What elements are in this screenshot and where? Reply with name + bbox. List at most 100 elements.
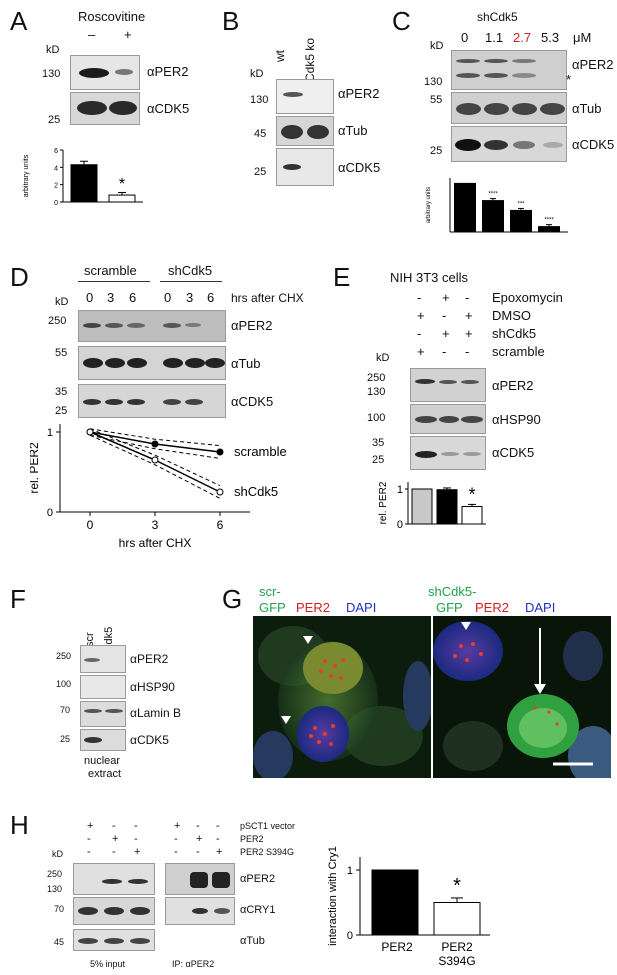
western-blot-cdk5 <box>410 436 486 470</box>
antibody-cdk5: αCDK5 <box>572 137 615 152</box>
western-blot-per2-input <box>73 863 155 895</box>
condition-label: hrs after CHX <box>231 291 304 305</box>
panel-a-bar-chart: 0 2 4 6 arbitrary units * <box>23 148 143 207</box>
transfection-sign: - <box>87 846 91 858</box>
antibody-cdk5: αCDK5 <box>492 445 535 460</box>
panel-e-bar-chart: 0 1 rel. PER2 * <box>378 481 486 531</box>
time-label: 3 <box>186 290 194 305</box>
data-point <box>216 448 224 456</box>
transfection-sign: + <box>134 846 141 858</box>
significance-label: **** <box>544 218 554 224</box>
antibody-tub: αTub <box>572 101 602 116</box>
western-blot-hsp90 <box>410 404 486 434</box>
kd-unit: kD <box>250 68 264 80</box>
transfection-sign: - <box>112 820 116 832</box>
panel-d-letter: D <box>10 262 29 292</box>
group-bracket <box>160 281 222 282</box>
treatment-sign: - <box>465 290 470 305</box>
antibody-cdk5: αCDK5 <box>231 394 274 409</box>
western-blot-tub <box>451 92 567 124</box>
x-tick-label: 0 <box>87 518 94 532</box>
transfection-sign: - <box>134 820 138 832</box>
western-blot-tub <box>78 346 226 380</box>
micrograph-scramble <box>253 616 431 778</box>
conc-5-3: 5.3 <box>541 30 560 45</box>
kd-marker-25: 25 <box>60 734 71 744</box>
group-bracket <box>78 281 150 282</box>
significance-star: * <box>468 484 475 504</box>
kd-marker-25: 25 <box>55 405 68 417</box>
label-dapi: DAPI <box>525 600 556 615</box>
transfection-sign: + <box>174 820 181 832</box>
caption-extract: extract <box>88 768 122 780</box>
lane-plus: + <box>124 27 132 42</box>
western-blot-per2-ip <box>165 863 235 895</box>
y-tick-label: 0 <box>47 507 53 519</box>
caption-ip: IP: αPER2 <box>172 959 215 969</box>
caption-nuclear: nuclear <box>84 755 121 767</box>
transfection-sign: - <box>216 833 220 845</box>
antibody-lamin-b: αLamin B <box>130 706 181 720</box>
data-point <box>86 428 94 436</box>
kd-unit: kD <box>46 44 60 56</box>
western-blot-cry1-ip <box>165 897 235 925</box>
antibody-tub: αTub <box>231 356 261 371</box>
panel-g-letter: G <box>222 584 243 614</box>
western-blot-tub-input <box>73 929 155 951</box>
kd-marker-130: 130 <box>424 76 443 88</box>
western-blot-per2 <box>78 310 226 342</box>
bar <box>510 209 532 232</box>
panel-c-title: shCdk5 <box>477 10 518 24</box>
confidence-band <box>89 434 221 499</box>
label-gfp: GFP <box>436 600 463 615</box>
antibody-cdk5: αCDK5 <box>147 101 190 116</box>
y-axis-label: arbitrary units <box>23 154 30 197</box>
panel-b-letter: B <box>222 6 240 36</box>
conc-unit: μM <box>573 30 592 45</box>
data-point <box>151 440 159 448</box>
antibody-per2: αPER2 <box>338 86 380 101</box>
treatment-label: Epoxomycin <box>492 290 563 305</box>
y-tick-label: 2 <box>54 183 58 190</box>
time-label: 0 <box>86 290 94 305</box>
y-tick-label: 1 <box>397 484 403 496</box>
y-tick-label: 0 <box>347 930 353 942</box>
transfection-sign: - <box>112 846 116 858</box>
transfection-sign: + <box>87 820 94 832</box>
kd-marker-70: 70 <box>60 705 71 715</box>
panel-a-letter: A <box>10 6 28 36</box>
transfection-sign: + <box>196 833 203 845</box>
series-label: scramble <box>234 444 287 459</box>
kd-marker-130: 130 <box>250 94 269 106</box>
antibody-hsp90: αHSP90 <box>130 680 175 694</box>
confidence-band <box>89 434 221 459</box>
asterisk-band: * <box>566 72 572 87</box>
antibody-tub: αTub <box>240 935 265 947</box>
antibody-per2: αPER2 <box>572 57 614 72</box>
kd-marker-250: 250 <box>367 372 386 384</box>
kd-marker-35: 35 <box>55 386 68 398</box>
cell-line: NIH 3T3 cells <box>390 270 469 285</box>
conc-1-1: 1.1 <box>485 30 504 45</box>
western-blot-cdk5 <box>80 729 126 751</box>
y-tick-label: 0 <box>54 200 58 207</box>
time-label: 3 <box>107 290 115 305</box>
label-scr: scr- <box>259 584 281 599</box>
y-axis-label: interaction with Cry1 <box>327 846 339 946</box>
kd-unit: kD <box>430 40 444 52</box>
kd-marker-25: 25 <box>430 145 443 157</box>
lane-minus: – <box>88 27 96 42</box>
bar <box>436 489 458 525</box>
treatment-sign: + <box>442 290 450 305</box>
transfection-label: pSCT1 vector <box>240 821 296 831</box>
treatment-sign: + <box>465 326 473 341</box>
transfection-sign: - <box>174 833 178 845</box>
y-tick-label: 1 <box>47 427 53 439</box>
treatment-sign: - <box>417 290 422 305</box>
y-tick-label: 0 <box>397 519 403 531</box>
confidence-band <box>89 428 221 487</box>
bar <box>108 194 136 203</box>
antibody-tub: αTub <box>338 123 368 138</box>
group-scramble: scramble <box>84 263 137 278</box>
